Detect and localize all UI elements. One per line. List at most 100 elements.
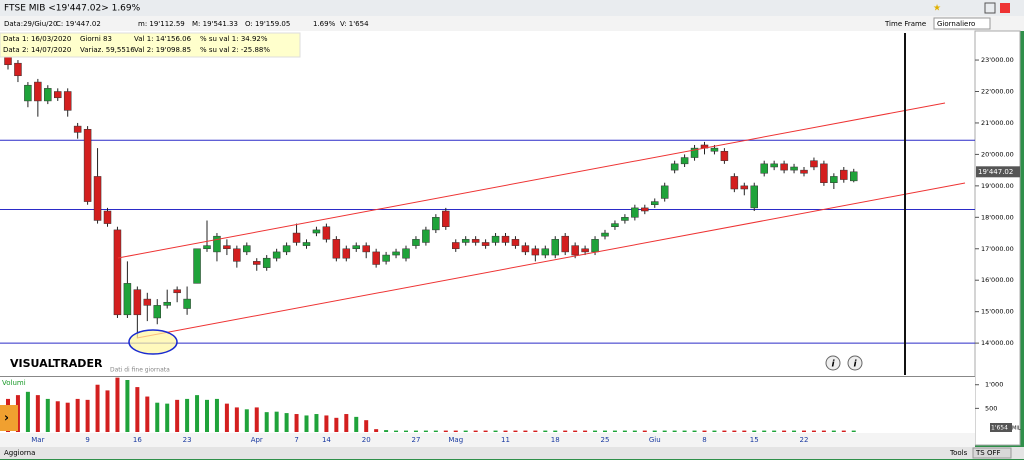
volume-bar	[453, 430, 458, 432]
candle-body	[183, 298, 191, 309]
restore-button[interactable]	[984, 2, 996, 14]
volume-bar	[483, 430, 488, 432]
volume-bar	[413, 430, 418, 432]
candle-body	[163, 301, 171, 306]
volume-bar	[423, 430, 428, 432]
info-icon[interactable]	[825, 355, 841, 371]
ts-toggle-label: TS OFF	[975, 449, 1001, 457]
info-box-date2: Data 2: 14/07/2020	[3, 46, 71, 54]
volume-label: Volumi	[2, 379, 26, 387]
volume-bar	[354, 416, 359, 432]
volume-bar	[682, 430, 687, 432]
price-panel	[0, 31, 975, 376]
volume-bar	[344, 414, 349, 432]
x-tick-label: 22	[800, 436, 809, 444]
candle-body	[113, 229, 122, 316]
volume-bar	[185, 398, 190, 432]
y-tick-label: 20'000.00	[981, 150, 1014, 158]
candle-body	[790, 166, 798, 171]
candle-body	[73, 125, 82, 133]
x-tick-label: 18	[551, 436, 560, 444]
candle-body	[143, 298, 152, 306]
candle-body	[233, 248, 241, 262]
volume-bar	[831, 430, 836, 432]
favorite-icon[interactable]: ★	[933, 4, 941, 14]
candle-body	[561, 235, 569, 253]
close-button[interactable]	[1000, 3, 1010, 13]
info-icon[interactable]	[847, 355, 863, 371]
candle-body	[382, 254, 390, 262]
volume-bar	[105, 390, 110, 432]
x-tick-label: 27	[411, 436, 420, 444]
volume-bar	[65, 402, 70, 432]
volume-bar	[195, 395, 200, 432]
panel-toggle[interactable]	[0, 405, 18, 431]
candle-body	[551, 239, 559, 256]
volume-tick-label: 1'000	[985, 381, 1003, 389]
volume-tick-label: 500	[985, 404, 997, 412]
volume-bar	[692, 430, 697, 432]
candle-body	[44, 88, 52, 102]
volume-bar	[274, 411, 279, 432]
candle-body	[282, 245, 291, 253]
volume-bar	[622, 430, 627, 432]
candle-body	[820, 163, 828, 183]
x-tick-label: 25	[601, 436, 610, 444]
candle-body	[571, 245, 579, 256]
x-tick-label: 15	[750, 436, 759, 444]
candle-body	[402, 248, 410, 259]
candle-body	[481, 242, 490, 246]
timeframe-value: Giornaliero	[937, 20, 975, 28]
candle-body	[14, 62, 22, 77]
x-tick-label: 7	[294, 436, 298, 444]
volume-bar	[145, 396, 150, 432]
info-open: O: 19'159.05	[245, 20, 290, 28]
volume-bar	[563, 430, 568, 432]
volume-bar	[811, 430, 816, 432]
candle-body	[631, 207, 639, 218]
ts-toggle[interactable]	[972, 447, 1012, 459]
candle-body	[710, 147, 719, 152]
candle-body	[173, 289, 181, 294]
window-title: FTSE MIB <19'447.02> 1.69%	[4, 4, 141, 14]
candle-body	[541, 248, 550, 256]
refresh-button[interactable]: Aggiorna	[4, 449, 35, 457]
timeframe-select[interactable]	[933, 17, 991, 30]
y-tick-label: 19'000.00	[981, 182, 1014, 190]
volume-bar	[632, 430, 637, 432]
x-tick-label: Giu	[649, 436, 661, 444]
volume-bar	[792, 430, 797, 432]
x-tick-label: Apr	[251, 436, 263, 444]
volume-bar	[553, 430, 558, 432]
volume-bar	[244, 409, 249, 432]
candle-body	[422, 229, 430, 243]
info-bar	[0, 16, 1024, 31]
volume-bar	[742, 430, 747, 432]
volume-bar	[782, 430, 787, 432]
volume-bar	[473, 430, 478, 432]
tools-button[interactable]: Tools	[949, 449, 968, 457]
candle-body	[4, 56, 12, 66]
volume-bar	[732, 430, 737, 432]
volume-tag-text: 1'654	[991, 425, 1008, 432]
volume-bar	[573, 430, 578, 432]
volume-bar	[115, 377, 120, 432]
volume-bar	[493, 430, 498, 432]
trend-line-lower	[136, 182, 966, 339]
candle-body	[511, 239, 520, 246]
y-tick-label: 21'000.00	[981, 119, 1014, 127]
y-tick-label: 18'000.00	[981, 213, 1014, 221]
volume-bar	[254, 407, 259, 432]
brand-note: Dati di fine giornata	[110, 367, 170, 374]
timeframe-label: Time Frame	[884, 20, 926, 28]
volume-bar	[264, 412, 269, 432]
candle-body	[412, 239, 420, 246]
volume-tag	[990, 423, 1012, 432]
volume-bar	[772, 430, 777, 432]
candle-body	[750, 185, 758, 209]
volume-bar	[603, 430, 607, 432]
y-tick-label: 22'000.00	[981, 88, 1014, 96]
candle-body	[153, 305, 161, 319]
volume-bar	[503, 430, 508, 432]
